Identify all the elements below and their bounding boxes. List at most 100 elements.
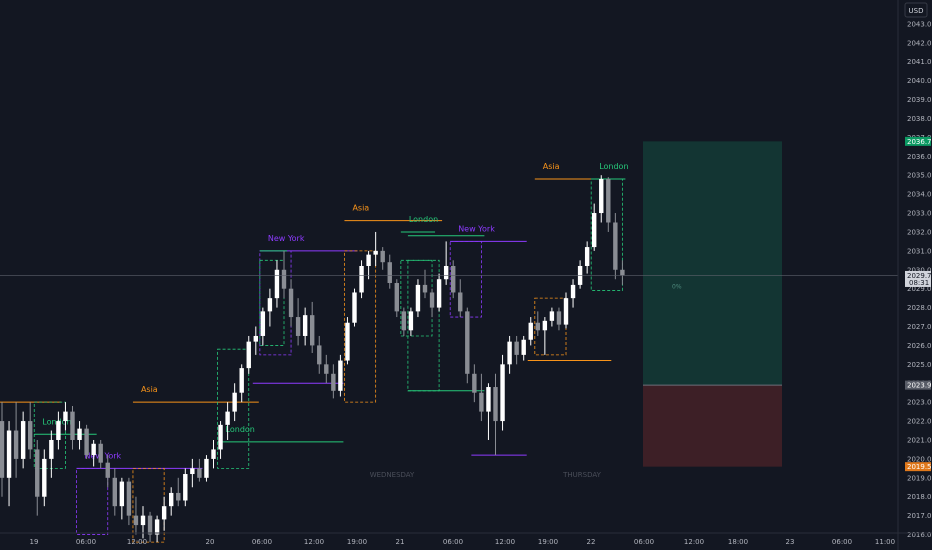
candle-body-8 [56, 421, 61, 440]
candle-body-73 [514, 341, 519, 355]
candle-45 [317, 335, 322, 374]
candle-body-80 [563, 298, 569, 325]
price-axis[interactable]: 2016.00 2017.00 2018.00 2019.00 2020.00 2021.… [897, 0, 932, 550]
candle-64 [451, 260, 456, 299]
candle-78 [549, 307, 555, 327]
time-tick-14: 18:00 [728, 538, 748, 546]
price-tick-23: 2039.00 [907, 96, 932, 104]
candle-body-60 [422, 284, 428, 293]
candle-46 [324, 354, 329, 384]
candle-33 [232, 383, 237, 422]
candle-body-36 [253, 335, 258, 342]
candle-body-69 [486, 387, 491, 412]
candle-22 [154, 515, 160, 543]
candles [0, 175, 625, 543]
candle-body-23 [161, 506, 167, 520]
session-box-london-9 [400, 259, 433, 337]
candle-body-63 [443, 265, 449, 280]
time-tick-10: 19:00 [538, 538, 558, 546]
price-tick-18: 2034.00 [907, 191, 932, 199]
target-price-badge-bg [905, 136, 931, 146]
candle-0 [0, 402, 5, 497]
candle-body-75 [528, 322, 533, 340]
candle-body-38 [267, 298, 273, 312]
candle-body-30 [211, 449, 216, 459]
price-badges: 2036.79 2029.7008:31 2023.90 2019.59 [905, 136, 932, 472]
candle-52 [366, 250, 371, 280]
candle-body-10 [70, 411, 75, 440]
time-tick-17: 11:00 [875, 538, 895, 546]
candle-body-76 [535, 322, 540, 331]
candle-16 [112, 468, 117, 516]
session-label-asia-14: Asia [543, 162, 560, 171]
candle-51 [359, 260, 364, 299]
session-box-asia-8 [344, 250, 377, 403]
price-tick-7: 2023.00 [907, 399, 932, 407]
risk-zone[interactable] [643, 385, 782, 467]
candle-body-37 [260, 311, 266, 336]
candle-body-43 [302, 315, 308, 336]
candle-14 [98, 439, 103, 469]
price-tick-6: 2022.00 [907, 418, 932, 426]
time-tick-5: 12:00 [304, 538, 324, 546]
time-tick-6: 19:00 [347, 538, 367, 546]
candle-23 [161, 496, 167, 531]
currency-label: USD [909, 7, 924, 15]
reward-zone[interactable] [643, 141, 782, 386]
day-watermark-0: WEDNESDAY [370, 471, 415, 479]
price-tick-17: 2033.00 [907, 210, 932, 218]
candle-44 [310, 301, 315, 353]
candle-body-17 [119, 481, 125, 507]
candle-body-83 [584, 247, 590, 266]
session-label-asia-3: Asia [141, 385, 158, 394]
candle-body-20 [140, 515, 146, 526]
candle-body-3 [20, 421, 26, 459]
candle-69 [486, 383, 491, 440]
candle-body-12 [84, 428, 89, 456]
time-tick-0: 19 [30, 538, 39, 546]
candle-body-41 [288, 288, 294, 318]
candle-62 [436, 273, 442, 312]
price-tick-13: 2029.00 [907, 285, 932, 293]
stop-price-badge: 2019.59 [907, 463, 932, 471]
candle-body-25 [176, 492, 181, 501]
candle-71 [500, 354, 505, 431]
candle-39 [274, 260, 280, 308]
candle-body-2 [13, 430, 19, 459]
candle-43 [302, 307, 308, 346]
candle-88 [620, 260, 625, 285]
candle-35 [246, 335, 251, 374]
candle-body-1 [6, 430, 12, 478]
price-tick-4: 2020.00 [907, 455, 932, 463]
currency-button[interactable]: USD [904, 2, 928, 18]
candle-body-77 [542, 320, 548, 331]
time-tick-16: 06:00 [832, 538, 852, 546]
candle-79 [556, 307, 562, 331]
candle-2 [13, 402, 19, 478]
day-watermark-1: THURSDAY [562, 471, 601, 479]
candle-9 [63, 402, 68, 431]
candle-body-71 [500, 364, 505, 422]
candle-25 [176, 477, 181, 507]
session-label-asia-8: Asia [352, 204, 369, 213]
price-tick-24: 2040.00 [907, 77, 932, 85]
candle-87 [613, 213, 618, 280]
time-tick-13: 12:00 [684, 538, 704, 546]
price-tick-10: 2026.00 [907, 342, 932, 350]
price-tick-26: 2042.00 [907, 39, 932, 47]
candle-55 [387, 254, 392, 289]
session-box-asia-14 [534, 297, 567, 356]
candle-body-27 [190, 468, 195, 475]
position-tool[interactable]: 0% [643, 141, 782, 467]
candle-body-33 [232, 392, 237, 412]
candle-58 [408, 307, 414, 336]
candle-10 [70, 405, 75, 450]
time-axis[interactable]: 19 06:00 12:00 20 06:00 12:00 19:00 21 06:00 12:0… [0, 532, 932, 546]
candle-body-42 [295, 317, 301, 336]
time-tick-1: 06:00 [76, 538, 96, 546]
candle-body-74 [521, 339, 526, 355]
candle-29 [204, 455, 209, 482]
candle-6 [42, 449, 47, 507]
candle-66 [465, 307, 470, 384]
